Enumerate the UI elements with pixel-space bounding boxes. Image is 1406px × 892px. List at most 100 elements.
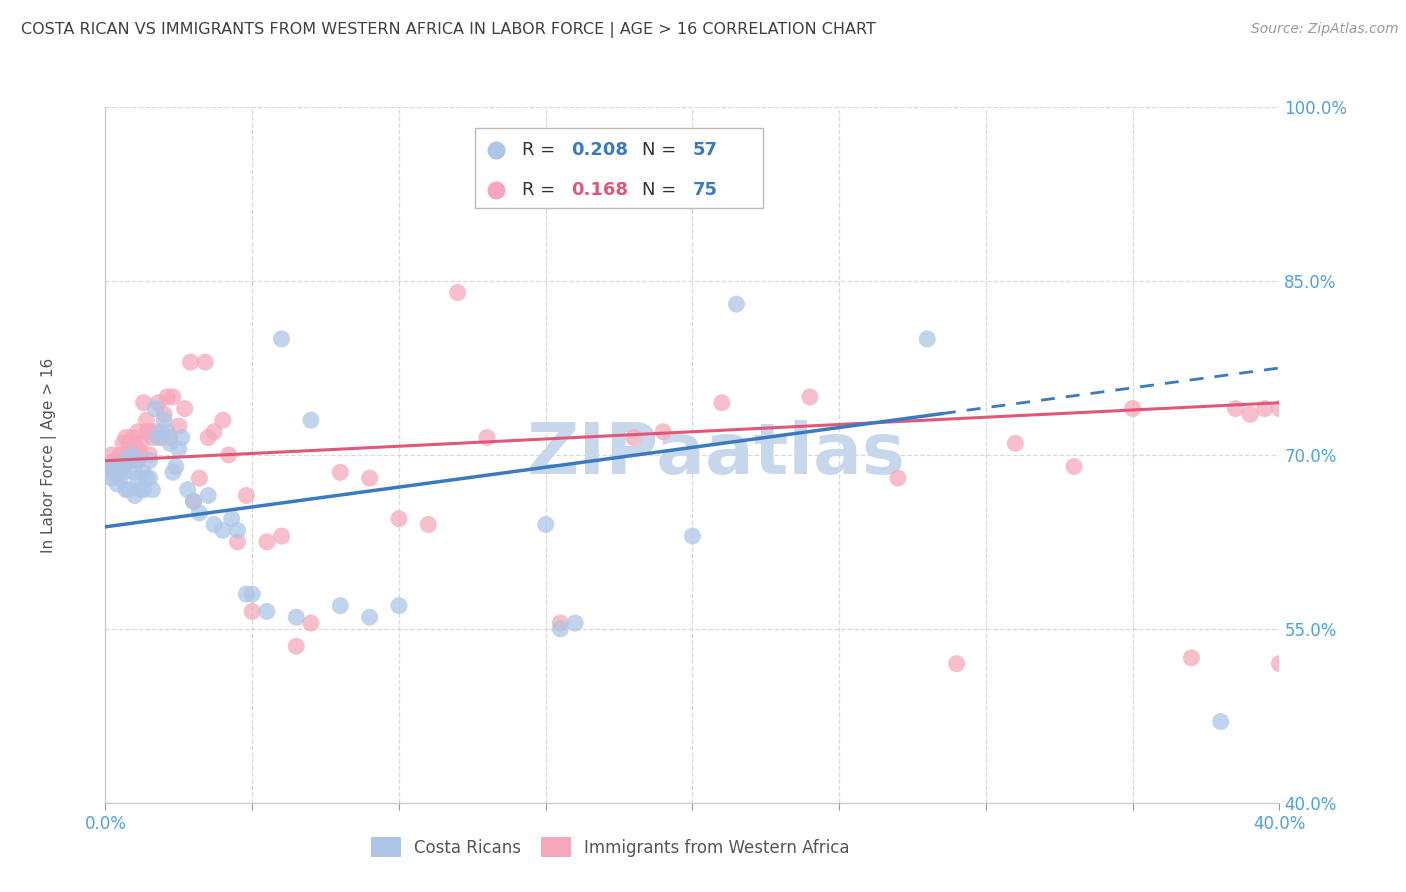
Point <box>211 523 233 537</box>
Text: R =: R = <box>522 181 561 199</box>
Point <box>359 610 381 624</box>
Point <box>1063 459 1085 474</box>
Point <box>105 465 128 479</box>
Point <box>1268 401 1291 416</box>
Point <box>183 494 205 508</box>
Point <box>150 431 173 445</box>
Point <box>270 332 292 346</box>
Point <box>165 459 187 474</box>
Point <box>1282 425 1305 439</box>
Point <box>285 610 308 624</box>
Point <box>112 459 135 474</box>
Point <box>118 483 141 497</box>
Point <box>1180 651 1202 665</box>
Point <box>1122 401 1144 416</box>
Point <box>256 534 278 549</box>
Point <box>115 453 138 467</box>
Point <box>97 459 120 474</box>
Point <box>124 488 146 502</box>
Point <box>550 622 572 636</box>
Text: Source: ZipAtlas.com: Source: ZipAtlas.com <box>1251 22 1399 37</box>
Point <box>103 453 125 467</box>
Point <box>138 448 160 462</box>
Point <box>1225 401 1247 416</box>
Point <box>100 471 122 485</box>
Point <box>1312 471 1334 485</box>
Point <box>256 605 278 619</box>
Point <box>197 488 219 502</box>
Point <box>138 425 160 439</box>
Point <box>167 419 190 434</box>
Point <box>475 431 498 445</box>
Point <box>159 436 181 450</box>
Point <box>148 396 170 410</box>
Point <box>285 639 308 653</box>
Point <box>135 413 157 427</box>
Point <box>799 390 821 404</box>
Text: COSTA RICAN VS IMMIGRANTS FROM WESTERN AFRICA IN LABOR FORCE | AGE > 16 CORRELAT: COSTA RICAN VS IMMIGRANTS FROM WESTERN A… <box>21 22 876 38</box>
Point <box>359 471 381 485</box>
Point <box>118 436 141 450</box>
Point <box>129 483 152 497</box>
Point <box>112 436 135 450</box>
Point <box>127 425 149 439</box>
Point <box>211 413 233 427</box>
Point <box>153 407 176 422</box>
Text: N =: N = <box>643 181 682 199</box>
Point <box>124 453 146 467</box>
Point <box>725 297 748 311</box>
Point <box>115 483 138 497</box>
Point <box>132 465 155 479</box>
Point <box>115 431 138 445</box>
Y-axis label: In Labor Force | Age > 16: In Labor Force | Age > 16 <box>41 358 56 552</box>
Point <box>105 476 128 491</box>
Point <box>194 355 217 369</box>
Point <box>118 453 141 467</box>
Point <box>108 471 131 485</box>
Point <box>1341 442 1364 457</box>
Point <box>564 615 586 630</box>
Point <box>299 413 322 427</box>
Point <box>652 425 675 439</box>
Point <box>121 448 143 462</box>
Text: 75: 75 <box>692 181 717 199</box>
Point <box>135 425 157 439</box>
Point <box>143 401 166 416</box>
Point <box>1268 657 1291 671</box>
Point <box>534 517 557 532</box>
Point <box>202 425 225 439</box>
Point <box>945 657 967 671</box>
Point <box>129 436 152 450</box>
Point <box>138 453 160 467</box>
Point <box>917 332 939 346</box>
Point <box>115 448 138 462</box>
Point <box>299 615 322 630</box>
Point <box>127 471 149 485</box>
Point <box>135 471 157 485</box>
Point <box>103 459 125 474</box>
Point <box>143 425 166 439</box>
Point <box>176 483 198 497</box>
Point <box>180 355 202 369</box>
Point <box>329 599 352 613</box>
Point <box>132 396 155 410</box>
Point <box>235 488 257 502</box>
Point <box>1298 407 1320 422</box>
Point <box>1327 453 1350 467</box>
Point <box>112 465 135 479</box>
Point <box>129 448 152 462</box>
Point <box>270 529 292 543</box>
Point <box>1254 401 1277 416</box>
Point <box>226 523 249 537</box>
Text: ZIPaatlas: ZIPaatlas <box>526 420 905 490</box>
Point <box>1239 407 1261 422</box>
Point <box>138 471 160 485</box>
Point <box>100 448 122 462</box>
Text: 0.208: 0.208 <box>571 141 628 160</box>
Point <box>418 517 440 532</box>
Point <box>121 431 143 445</box>
Text: 57: 57 <box>692 141 717 160</box>
Text: 0.168: 0.168 <box>571 181 628 199</box>
Text: R =: R = <box>522 141 561 160</box>
Point <box>887 471 910 485</box>
